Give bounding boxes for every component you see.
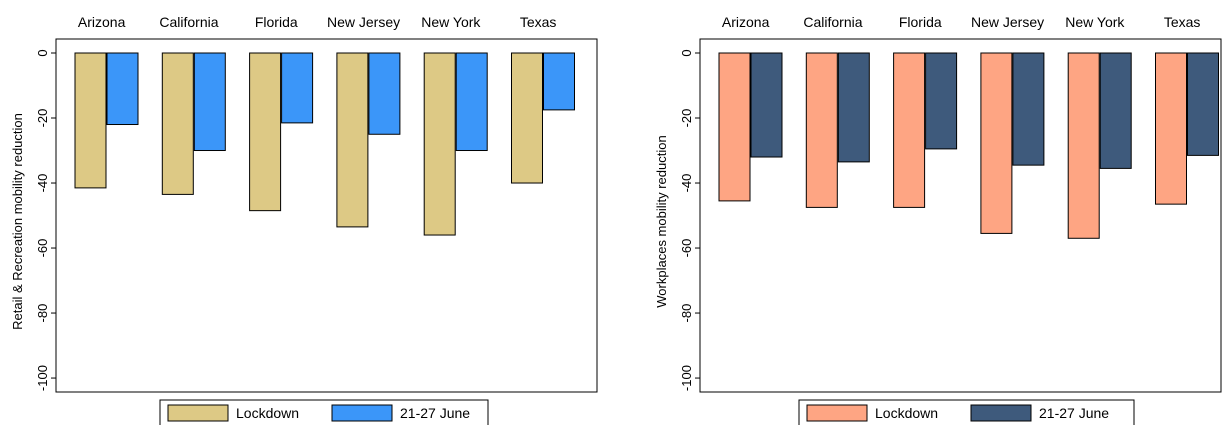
y-tick-label: -80 <box>679 304 694 323</box>
legend-swatch <box>167 404 229 422</box>
bar-june <box>837 52 870 163</box>
category-label: Texas <box>520 14 557 30</box>
bar-lockdown <box>1155 52 1187 205</box>
bar-lockdown <box>423 52 456 236</box>
legend-label: 21-27 June <box>1039 405 1109 421</box>
bar-june <box>455 52 488 152</box>
bar-lockdown <box>511 52 543 184</box>
bar-lockdown <box>336 52 369 228</box>
bar-june <box>1187 52 1219 156</box>
bar-lockdown <box>893 52 926 208</box>
category-label: Arizona <box>722 14 770 30</box>
retail-recreation-chart: 0 -20 -40 -60 -80 -100 Retail & Recreation mob… <box>10 14 598 425</box>
bar-lockdown <box>718 52 751 202</box>
y-tick-label: -60 <box>679 239 694 258</box>
legend-swatch <box>806 404 868 422</box>
bar-june <box>106 52 139 126</box>
category-label: Florida <box>899 14 942 30</box>
category-label: New Jersey <box>327 14 400 30</box>
bar-lockdown <box>161 52 194 195</box>
y-axis-title: Retail & Recreation mobility reduction <box>10 113 25 330</box>
legend-label: Lockdown <box>875 405 938 421</box>
y-tick-label: 0 <box>679 49 694 56</box>
bar-june <box>281 52 314 124</box>
legend-swatch <box>970 404 1032 422</box>
category-label: Arizona <box>78 14 126 30</box>
y-tick-label: -20 <box>679 109 694 128</box>
y-tick-label: -40 <box>35 174 50 193</box>
category-label: Florida <box>255 14 298 30</box>
bar-june <box>543 52 575 111</box>
y-tick-label: -20 <box>35 109 50 128</box>
y-tick-label: 0 <box>35 49 50 56</box>
bar-lockdown <box>980 52 1013 234</box>
category-label: New Jersey <box>971 14 1044 30</box>
category-label: New York <box>1065 14 1125 30</box>
workplaces-chart: 0 -20 -40 -60 -80 -100 Workplaces mobility red… <box>654 14 1222 425</box>
category-label: California <box>803 14 862 30</box>
bar-june <box>925 52 958 150</box>
y-tick-label: -100 <box>35 365 50 391</box>
y-axis-title: Workplaces mobility reduction <box>654 135 669 307</box>
legend-label: 21-27 June <box>400 405 470 421</box>
legend-label: Lockdown <box>236 405 299 421</box>
plot-frame <box>699 38 1222 393</box>
y-tick-label: -40 <box>679 174 694 193</box>
bar-june <box>1012 52 1045 166</box>
bar-june <box>750 52 783 158</box>
category-label: California <box>159 14 218 30</box>
plot-frame <box>55 38 598 393</box>
category-label: New York <box>421 14 481 30</box>
bar-lockdown <box>1067 52 1100 239</box>
category-label: Texas <box>1164 14 1201 30</box>
y-tick-label: -60 <box>35 239 50 258</box>
bar-june <box>1099 52 1132 169</box>
bar-lockdown <box>74 52 107 189</box>
bar-june <box>368 52 401 135</box>
bar-lockdown <box>805 52 838 208</box>
y-tick-label: -80 <box>35 304 50 323</box>
bar-lockdown <box>249 52 282 212</box>
bar-june <box>193 52 226 152</box>
y-tick-label: -100 <box>679 365 694 391</box>
legend-swatch <box>331 404 393 422</box>
